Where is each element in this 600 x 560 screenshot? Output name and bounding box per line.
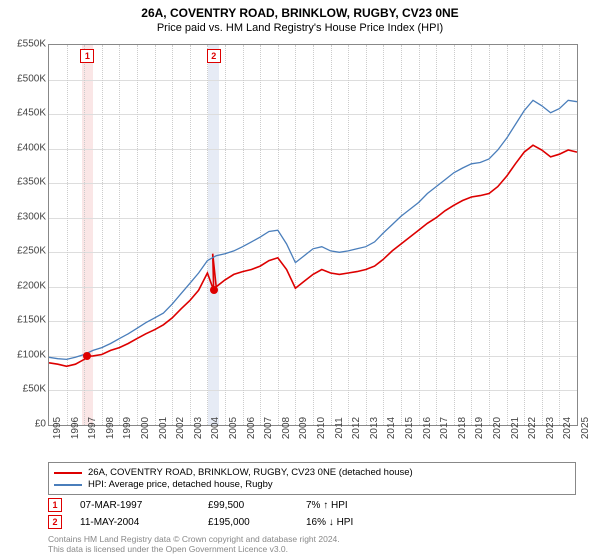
xtick-label: 2003 [193, 417, 204, 439]
marker-table: 1 07-MAR-1997 £99,500 7% ↑ HPI 2 11-MAY-2004 £… [48, 498, 576, 532]
xtick-label: 2005 [228, 417, 239, 439]
xtick-label: 2006 [246, 417, 257, 439]
marker-table-date: 07-MAR-1997 [80, 500, 190, 511]
xtick-label: 1999 [122, 417, 133, 439]
marker-dot [83, 352, 91, 360]
legend-row: 26A, COVENTRY ROAD, BRINKLOW, RUGBY, CV2… [54, 467, 570, 478]
xtick-label: 2004 [210, 417, 221, 439]
legend: 26A, COVENTRY ROAD, BRINKLOW, RUGBY, CV2… [48, 462, 576, 495]
ytick-label: £100K [4, 349, 46, 360]
xtick-label: 2009 [298, 417, 309, 439]
xtick-label: 2024 [562, 417, 573, 439]
xtick-label: 2012 [351, 417, 362, 439]
xtick-label: 2010 [316, 417, 327, 439]
xtick-label: 2020 [492, 417, 503, 439]
footer-line1: Contains HM Land Registry data © Crown c… [48, 534, 340, 544]
ytick-label: £150K [4, 315, 46, 326]
xtick-label: 1996 [70, 417, 81, 439]
plot-area: 12 [48, 44, 578, 426]
xtick-label: 2016 [422, 417, 433, 439]
xtick-label: 2002 [175, 417, 186, 439]
xtick-label: 2008 [281, 417, 292, 439]
xtick-label: 2017 [439, 417, 450, 439]
xtick-label: 2025 [580, 417, 591, 439]
marker-box-2: 2 [207, 49, 221, 63]
marker-table-pct: 16% ↓ HPI [306, 517, 406, 528]
marker-table-date: 11-MAY-2004 [80, 517, 190, 528]
ytick-label: £550K [4, 39, 46, 50]
chart-title: 26A, COVENTRY ROAD, BRINKLOW, RUGBY, CV2… [0, 0, 600, 20]
marker-table-price: £195,000 [208, 517, 288, 528]
marker-table-pct: 7% ↑ HPI [306, 500, 406, 511]
xtick-label: 2001 [158, 417, 169, 439]
legend-row: HPI: Average price, detached house, Rugb… [54, 479, 570, 490]
xtick-label: 1995 [52, 417, 63, 439]
marker-table-box: 2 [48, 515, 62, 529]
xtick-label: 2000 [140, 417, 151, 439]
marker-table-row: 1 07-MAR-1997 £99,500 7% ↑ HPI [48, 498, 576, 512]
xtick-label: 2019 [474, 417, 485, 439]
xtick-label: 1998 [105, 417, 116, 439]
ytick-label: £350K [4, 177, 46, 188]
marker-table-box: 1 [48, 498, 62, 512]
legend-swatch [54, 472, 82, 474]
marker-box-1: 1 [80, 49, 94, 63]
ytick-label: £450K [4, 108, 46, 119]
legend-swatch [54, 484, 82, 486]
xtick-label: 2015 [404, 417, 415, 439]
marker-table-price: £99,500 [208, 500, 288, 511]
ytick-label: £0 [4, 419, 46, 430]
xtick-label: 1997 [87, 417, 98, 439]
footer-line2: This data is licensed under the Open Gov… [48, 544, 340, 554]
xtick-label: 2018 [457, 417, 468, 439]
series-hpi [49, 100, 577, 359]
marker-dot [210, 286, 218, 294]
ytick-label: £500K [4, 73, 46, 84]
footer-attribution: Contains HM Land Registry data © Crown c… [48, 534, 340, 554]
ytick-label: £300K [4, 211, 46, 222]
xtick-label: 2023 [545, 417, 556, 439]
chart-container: 26A, COVENTRY ROAD, BRINKLOW, RUGBY, CV2… [0, 0, 600, 560]
legend-label: 26A, COVENTRY ROAD, BRINKLOW, RUGBY, CV2… [88, 467, 413, 478]
xtick-label: 2022 [527, 417, 538, 439]
ytick-label: £200K [4, 280, 46, 291]
marker-table-row: 2 11-MAY-2004 £195,000 16% ↓ HPI [48, 515, 576, 529]
xtick-label: 2011 [334, 417, 345, 439]
ytick-label: £250K [4, 246, 46, 257]
ytick-label: £50K [4, 384, 46, 395]
legend-label: HPI: Average price, detached house, Rugb… [88, 479, 273, 490]
chart-subtitle: Price paid vs. HM Land Registry's House … [0, 20, 600, 38]
xtick-label: 2013 [369, 417, 380, 439]
xtick-label: 2014 [386, 417, 397, 439]
line-series-svg [49, 45, 577, 425]
ytick-label: £400K [4, 142, 46, 153]
xtick-label: 2021 [510, 417, 521, 439]
xtick-label: 2007 [263, 417, 274, 439]
